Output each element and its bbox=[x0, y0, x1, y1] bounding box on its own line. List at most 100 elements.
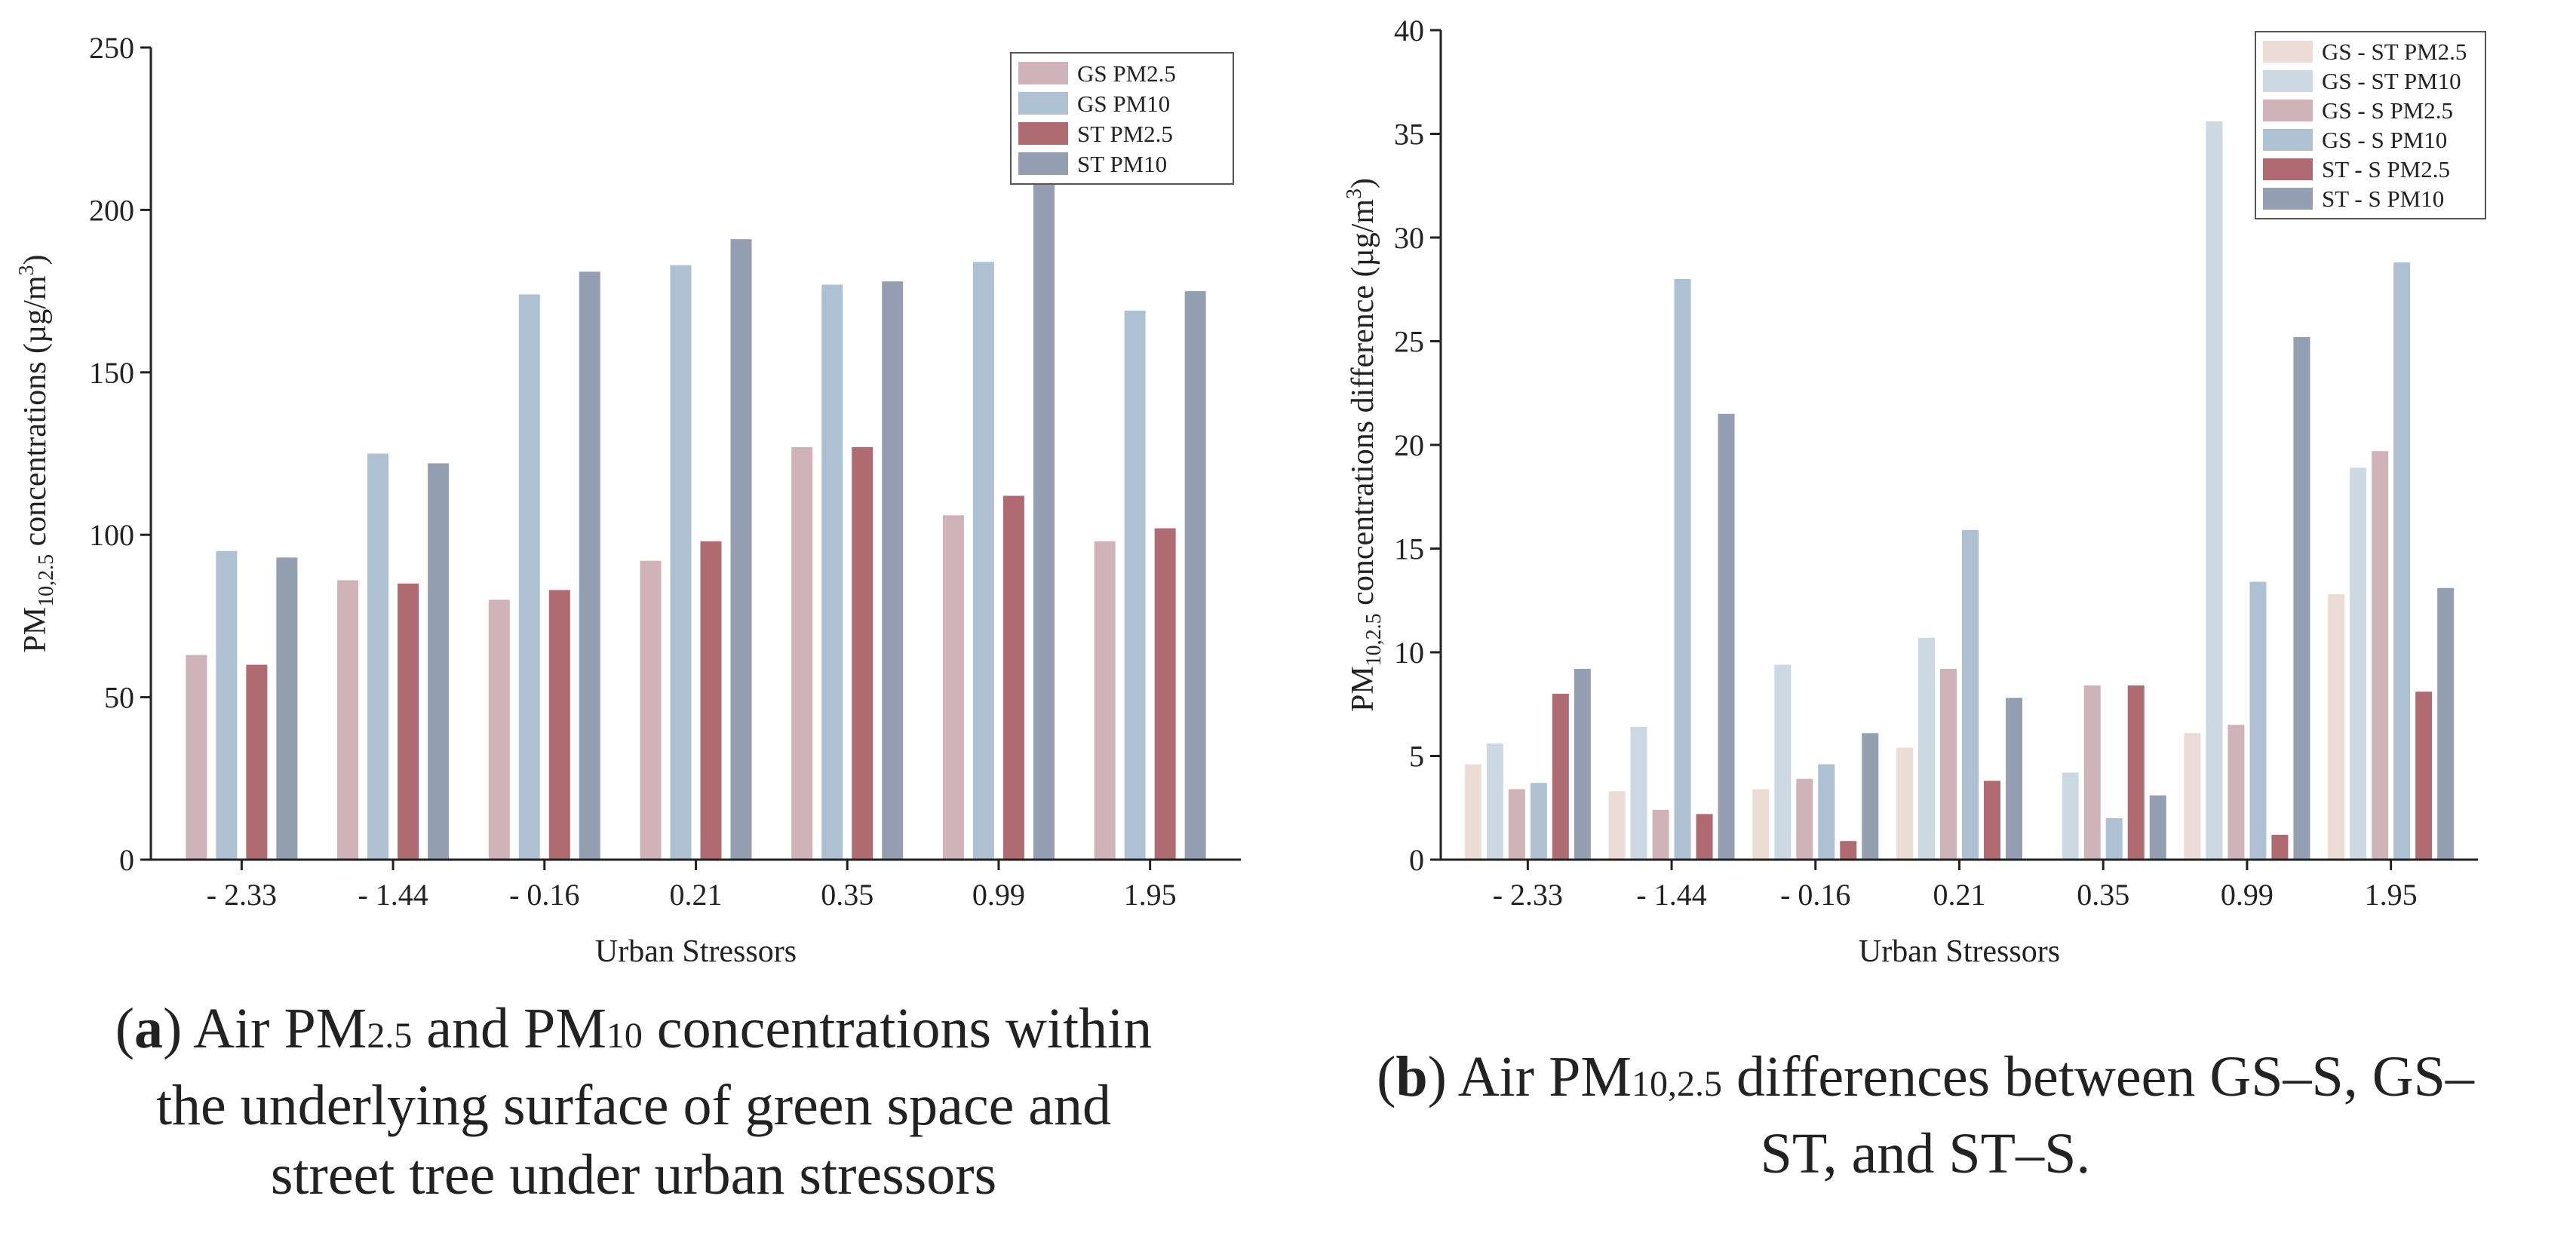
bar-a-3-4 bbox=[882, 281, 904, 860]
legend-label-b-3: GS - S PM10 bbox=[2322, 127, 2447, 153]
bar-b-2-3 bbox=[1940, 669, 1957, 860]
caption-b-text1: Air PM bbox=[1446, 1045, 1632, 1108]
legend-label-a-0: GS PM2.5 bbox=[1077, 60, 1176, 87]
x-tick-label-b-4: 0.35 bbox=[2077, 878, 2129, 912]
caption-b-label: b bbox=[1395, 1045, 1428, 1108]
bar-b-5-6 bbox=[2437, 587, 2455, 860]
legend-label-a-2: ST PM2.5 bbox=[1077, 121, 1173, 147]
y-tick-label-a-4: 200 bbox=[89, 193, 134, 227]
x-tick-label-b-5: 0.99 bbox=[2221, 878, 2274, 912]
legend-swatch-b-5 bbox=[2263, 188, 2313, 210]
y-axis-label-end-b: ) bbox=[1346, 178, 1380, 189]
legend-label-b-4: ST - S PM2.5 bbox=[2322, 156, 2450, 182]
bar-a-2-1 bbox=[398, 583, 419, 860]
x-tick-label-b-1: - 1.44 bbox=[1636, 878, 1706, 912]
caption-a-sub2: 10 bbox=[606, 1016, 643, 1056]
bar-b-4-0 bbox=[1552, 694, 1569, 860]
bar-a-2-6 bbox=[1154, 528, 1176, 860]
bar-a-1-1 bbox=[367, 453, 389, 860]
x-axis-label-b: Urban Stressors bbox=[1859, 934, 2060, 969]
bar-a-1-0 bbox=[216, 550, 238, 860]
y-tick-label-b-6: 30 bbox=[1394, 221, 1424, 255]
bar-b-4-1 bbox=[1696, 814, 1713, 860]
chart-b: 0 5 10 15 20 25 30 35 40 - 2.33 - 1.44 - 0.16 0.21 0.… bbox=[1343, 14, 2486, 969]
legend-swatch-a-1 bbox=[1018, 92, 1068, 115]
legend-swatch-b-0 bbox=[2263, 41, 2313, 63]
bar-a-2-2 bbox=[548, 590, 570, 860]
y-tick-label-a-5: 250 bbox=[89, 31, 134, 65]
legend-swatch-a-2 bbox=[1018, 122, 1068, 145]
y-tick-label-b-7: 35 bbox=[1394, 118, 1424, 152]
bar-b-1-0 bbox=[1486, 744, 1503, 860]
bar-b-2-2 bbox=[1796, 778, 1813, 860]
bar-b-2-5 bbox=[2228, 725, 2245, 860]
x-tick-label-a-3: 0.21 bbox=[670, 878, 723, 912]
bar-b-2-1 bbox=[1652, 810, 1669, 860]
bar-b-0-0 bbox=[1464, 764, 1481, 860]
bar-b-4-4 bbox=[2127, 685, 2145, 860]
bar-b-1-1 bbox=[1630, 727, 1647, 860]
y-axis-label-b: PM10,2.5 concentrations difference (µg/m… bbox=[1343, 178, 1386, 712]
y-axis-label-text-a: concentrations (µg/m bbox=[18, 275, 53, 554]
legend-label-a-1: GS PM10 bbox=[1077, 90, 1170, 117]
bar-a-1-3 bbox=[670, 265, 692, 860]
legend-a: GS PM2.5 GS PM10 ST PM2.5 ST PM10 bbox=[1010, 52, 1234, 185]
bar-b-4-6 bbox=[2415, 691, 2433, 860]
bar-a-3-2 bbox=[579, 271, 600, 860]
x-tick-label-a-2: - 0.16 bbox=[509, 878, 579, 912]
bar-b-1-5 bbox=[2206, 121, 2223, 860]
bar-b-3-4 bbox=[2105, 818, 2123, 860]
caption-a-line2: the underlying surface of green space an… bbox=[155, 1074, 1112, 1137]
bar-a-0-4 bbox=[791, 446, 813, 860]
y-axis-label-sup-b: 3 bbox=[1343, 189, 1366, 199]
x-tick-label-a-4: 0.35 bbox=[821, 878, 874, 912]
chart-a: 0 50 100 150 200 250 - 2.33 - 1.44 - 0.16 0.21 0.3… bbox=[15, 31, 1241, 969]
bar-b-0-1 bbox=[1608, 791, 1626, 860]
y-axis-label-text-b: concentrations difference (µg/m bbox=[1346, 199, 1380, 614]
x-axis-label-a: Urban Stressors bbox=[595, 934, 797, 969]
x-tick-label-a-5: 0.99 bbox=[972, 878, 1025, 912]
x-tick-label-b-3: 0.21 bbox=[1933, 878, 1986, 912]
legend-swatch-b-1 bbox=[2263, 70, 2313, 92]
bar-b-1-2 bbox=[1774, 664, 1792, 860]
bar-a-2-4 bbox=[852, 446, 874, 860]
caption-b-sub1: 10,2.5 bbox=[1631, 1064, 1722, 1104]
bar-b-0-5 bbox=[2184, 733, 2201, 860]
caption-a-text3: concentrations within bbox=[642, 997, 1153, 1060]
caption-a-text1: Air PM bbox=[182, 997, 367, 1060]
y-tick-label-b-8: 40 bbox=[1394, 14, 1424, 48]
y-tick-label-b-4: 20 bbox=[1394, 428, 1424, 462]
bar-b-1-4 bbox=[2062, 772, 2079, 860]
x-tick-label-b-6: 1.95 bbox=[2365, 878, 2418, 912]
y-axis-label-a: PM10,2.5 concentrations (µg/m3) bbox=[15, 254, 58, 652]
bar-a-0-6 bbox=[1094, 541, 1116, 860]
bar-a-1-6 bbox=[1124, 310, 1146, 860]
legend-b: GS - ST PM2.5 GS - ST PM10 GS - S PM2.5 GS … bbox=[2255, 31, 2486, 219]
bar-b-3-2 bbox=[1818, 764, 1835, 860]
bar-a-2-5 bbox=[1002, 495, 1024, 860]
legend-label-b-1: GS - ST PM10 bbox=[2322, 68, 2461, 94]
bar-b-1-6 bbox=[2350, 468, 2367, 860]
bar-b-2-0 bbox=[1508, 789, 1525, 860]
caption-a-text2: and PM bbox=[412, 997, 606, 1060]
legend-swatch-b-2 bbox=[2263, 100, 2313, 121]
x-tick-label-a-1: - 1.44 bbox=[358, 878, 428, 912]
bar-b-0-3 bbox=[1896, 747, 1913, 860]
bar-b-5-0 bbox=[1574, 669, 1591, 860]
bar-b-3-6 bbox=[2393, 262, 2411, 860]
bar-a-3-3 bbox=[730, 239, 752, 860]
bar-a-1-2 bbox=[518, 294, 540, 860]
x-tick-label-a-6: 1.95 bbox=[1124, 878, 1177, 912]
bar-b-3-1 bbox=[1674, 279, 1691, 860]
bar-b-5-2 bbox=[1862, 733, 1879, 860]
y-tick-label-b-2: 10 bbox=[1394, 636, 1424, 670]
bar-a-2-3 bbox=[700, 541, 722, 860]
bar-a-3-1 bbox=[428, 463, 450, 860]
legend-label-b-0: GS - ST PM2.5 bbox=[2322, 38, 2467, 65]
y-axis-label-base-a: PM bbox=[18, 607, 53, 653]
caption-b-line2: ST, and ST–S. bbox=[1760, 1122, 2091, 1185]
bar-a-3-6 bbox=[1184, 291, 1206, 860]
bar-b-3-5 bbox=[2249, 581, 2267, 860]
caption-a-line3: street tree under urban stressors bbox=[270, 1143, 997, 1207]
